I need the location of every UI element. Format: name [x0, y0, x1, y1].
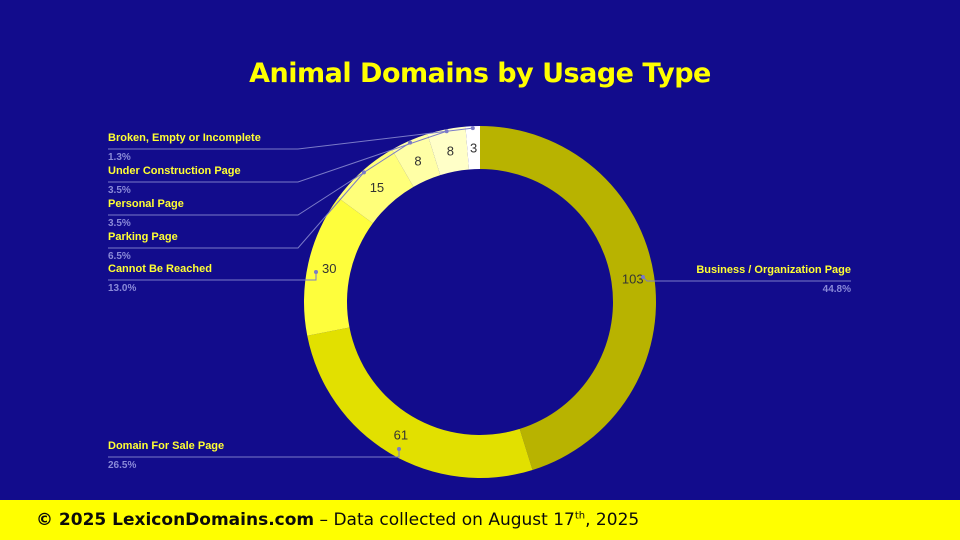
leader-line-under-construction-page: [108, 130, 447, 183]
legend-percent-under-construction-page: 3.5%: [108, 185, 131, 196]
legend-label-domain-for-sale-page: Domain For Sale Page: [108, 440, 224, 452]
legend-percent-cannot-be-reached: 13.0%: [108, 283, 136, 294]
data-label-under-construction-page: 8: [447, 143, 454, 158]
slice-cannot-be-reached: [303, 197, 373, 336]
legend-label-business-organization-page: Business / Organization Page: [696, 264, 851, 276]
data-label-cannot-be-reached: 30: [322, 261, 336, 276]
slice-under-construction-page: [427, 126, 470, 176]
footer-dash: –: [314, 510, 334, 530]
legend-label-parking-page: Parking Page: [108, 231, 178, 243]
legend-percent-personal-page: 3.5%: [108, 218, 131, 229]
legend-label-broken-empty-or-incomplete: Broken, Empty or Incomplete: [108, 132, 261, 144]
data-label-business-organization-page: 103: [622, 272, 644, 287]
legend-label-personal-page: Personal Page: [108, 198, 184, 210]
data-label-personal-page: 8: [414, 154, 421, 169]
data-label-broken-empty-or-incomplete: 3: [470, 141, 477, 156]
slice-personal-page: [392, 134, 441, 187]
leader-line-domain-for-sale-page: [108, 449, 400, 458]
footer-year: , 2025: [585, 510, 640, 530]
leader-line-cannot-be-reached: [108, 272, 317, 281]
footer-bar: © 2025 LexiconDomains.com – Data collect…: [0, 500, 960, 540]
leader-line-personal-page: [108, 142, 411, 216]
leader-line-business-organization-page: [642, 276, 851, 282]
legend-percent-domain-for-sale-page: 26.5%: [108, 460, 136, 471]
leader-line-parking-page: [108, 172, 365, 249]
slice-broken-empty-or-incomplete: [465, 126, 480, 170]
chart-title: Animal Domains by Usage Type: [249, 58, 711, 89]
legend-label-cannot-be-reached: Cannot Be Reached: [108, 263, 212, 275]
footer-collected: Data collected on August 17: [333, 510, 575, 530]
footer-copyright: © 2025 LexiconDomains.com: [36, 510, 315, 530]
footer-suffix: th: [574, 510, 586, 522]
slice-business-organization-page: [480, 126, 657, 470]
slice-domain-for-sale-page: [307, 327, 533, 479]
data-label-parking-page: 15: [370, 180, 384, 195]
slice-parking-page: [338, 149, 414, 224]
legend-label-under-construction-page: Under Construction Page: [108, 165, 241, 177]
legend-percent-business-organization-page: 44.8%: [823, 284, 851, 295]
legend-percent-parking-page: 6.5%: [108, 251, 131, 262]
donut-chart: 103 Business / Organization Page 44.8% 61 Do…: [108, 126, 851, 479]
data-label-domain-for-sale-page: 61: [394, 428, 408, 443]
leader-line-broken-empty-or-incomplete: [108, 127, 473, 150]
legend-percent-broken-empty-or-incomplete: 1.3%: [108, 152, 131, 163]
